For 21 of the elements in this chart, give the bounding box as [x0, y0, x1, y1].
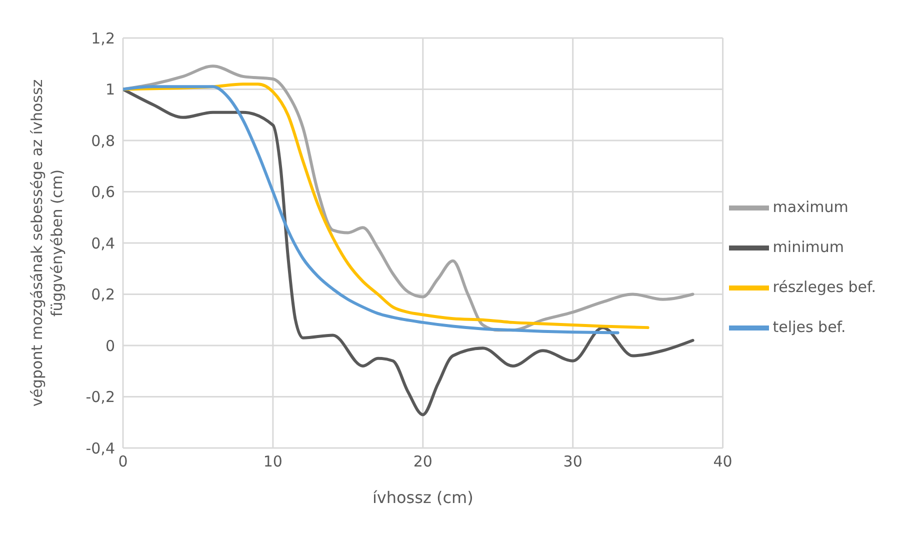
x-tick-label: 10	[263, 452, 282, 471]
x-tick-label: 30	[563, 452, 582, 471]
x-tick-label: 40	[713, 452, 732, 471]
x-axis-title: ívhossz (cm)	[372, 488, 474, 507]
x-tick-label: 0	[118, 452, 128, 471]
y-tick-label: 0,6	[91, 183, 115, 202]
legend-label: teljes bef.	[772, 318, 846, 336]
y-tick-label: 0,8	[91, 132, 115, 150]
y-tick-label: 1	[105, 80, 115, 99]
x-tick-label: 20	[413, 452, 432, 471]
y-tick-label: -0,2	[86, 388, 115, 406]
y-tick-label: -0,4	[86, 439, 115, 458]
y-tick-label: 0,2	[91, 286, 115, 304]
legend-label: részleges bef.	[772, 278, 876, 296]
y-axis-title: végpont mozgásának sebessége az ívhossz függvényében (cm)	[28, 79, 66, 407]
line-series	[123, 88, 694, 416]
legend-label: minimum	[772, 238, 844, 256]
y-tick-label: 1,2	[91, 29, 115, 48]
y-tick-label: 0,4	[91, 234, 115, 252]
y-tick-label: 0	[105, 336, 115, 355]
legend-label: maximum	[772, 198, 848, 216]
